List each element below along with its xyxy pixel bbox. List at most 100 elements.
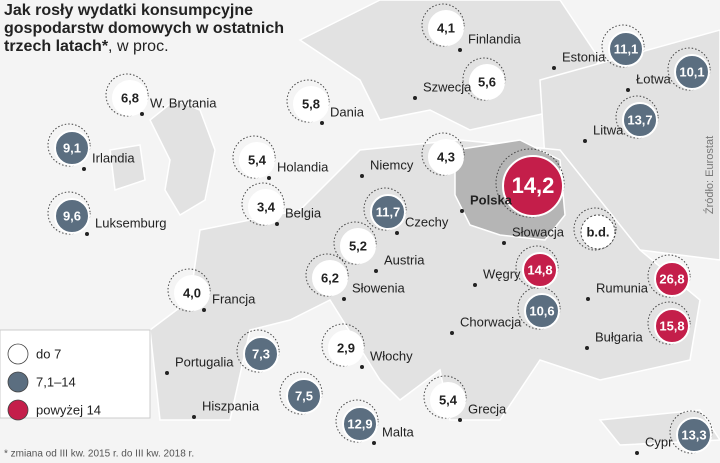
country-label: Łotwa (636, 71, 671, 86)
pointer-dot (450, 331, 454, 335)
marker (54, 198, 90, 234)
country-label: Irlandia (92, 150, 135, 165)
marker-ring (321, 323, 365, 367)
marker (608, 31, 644, 67)
country-label: Estonia (562, 49, 606, 64)
value-label: 5,8 (302, 96, 320, 111)
pointer-dot (413, 96, 417, 100)
marker-ring (462, 57, 506, 101)
marker-ring (601, 24, 645, 68)
marker (239, 142, 275, 178)
title-text: Jak rosły wydatki konsumpcyjne gospodars… (4, 2, 285, 55)
pointer-dot (502, 241, 506, 245)
marker-ring (47, 191, 91, 235)
marker-ring (421, 3, 465, 47)
marker-ring (647, 254, 691, 298)
value-label: 26,8 (659, 271, 684, 286)
pointer-dot (473, 283, 477, 287)
marker-ring (47, 123, 91, 167)
pointer-dot (635, 451, 639, 455)
marker (312, 260, 348, 296)
subtitle: , w proc. (108, 38, 169, 55)
country-label: Węgry (483, 266, 521, 281)
marker-ring (423, 375, 467, 419)
legend-swatch (7, 399, 29, 421)
marker-ring (495, 148, 565, 218)
marker (174, 275, 210, 311)
marker (676, 417, 712, 453)
marker (328, 330, 364, 366)
country-label: Holandia (277, 159, 329, 174)
marker (674, 54, 710, 90)
marker (340, 228, 376, 264)
value-label: 14,2 (512, 173, 555, 198)
value-label: 11,1 (614, 41, 639, 56)
marker-ring (335, 399, 379, 443)
value-label: 5,4 (248, 152, 267, 167)
marker-ring (667, 47, 711, 91)
pointer-dot (585, 346, 589, 350)
pointer-dot (360, 365, 364, 369)
value-label: 2,9 (337, 340, 355, 355)
marker-ring (105, 73, 149, 117)
legend-label: do 7 (36, 346, 61, 361)
value-label: 10,6 (529, 303, 554, 318)
source: Źródło: Eurostat (703, 136, 716, 214)
pointer-dot (458, 48, 462, 52)
pointer-dot (372, 441, 376, 445)
country-label: Niemcy (370, 157, 414, 172)
marker (622, 102, 658, 138)
legend-swatch (7, 343, 29, 365)
pointer-dot (583, 139, 587, 143)
marker-ring (241, 182, 285, 226)
pointer-dot (458, 418, 462, 422)
value-label: 5,6 (478, 74, 496, 89)
pointer-dot (267, 176, 271, 180)
pointer-dot (374, 269, 378, 273)
value-label: 6,8 (121, 90, 139, 105)
value-label: 9,1 (63, 140, 81, 155)
marker (502, 155, 564, 217)
pointer-dot (626, 88, 630, 92)
marker (430, 382, 466, 418)
value-label: 7,3 (252, 346, 270, 361)
country-label: Bułgaria (595, 329, 643, 344)
marker-ring (515, 245, 559, 289)
value-label: 3,4 (257, 199, 276, 214)
country-label: Dania (330, 104, 365, 119)
pointer-dot (586, 297, 590, 301)
marker-ring (236, 329, 280, 373)
value-label: 12,9 (347, 416, 372, 431)
marker-ring (279, 371, 323, 415)
legend-swatch (7, 371, 29, 393)
country-label: Finlandia (468, 31, 522, 46)
pointer-dot (192, 415, 196, 419)
marker (342, 406, 378, 442)
country-label: Szwecja (423, 79, 472, 94)
country-label: Słowacja (512, 224, 565, 239)
marker (428, 10, 464, 46)
legend-label: powyżej 14 (36, 402, 101, 417)
country-label: Hiszpania (202, 398, 260, 413)
marker (293, 86, 329, 122)
marker (112, 80, 148, 116)
country-label: Czechy (405, 214, 449, 229)
value-label: 5,4 (439, 392, 458, 407)
pointer-dot (360, 174, 364, 178)
value-label: 7,5 (295, 388, 313, 403)
pointer-dot (460, 209, 464, 213)
marker-ring (421, 132, 465, 176)
value-label: 15,8 (659, 318, 684, 333)
country-label: Portugalia (175, 354, 234, 369)
value-label: 14,8 (527, 262, 552, 277)
marker-ring (363, 187, 407, 231)
value-label: 11,7 (376, 204, 401, 219)
marker-ring (333, 221, 377, 265)
marker-ring (647, 301, 691, 345)
marker-ring (573, 207, 617, 251)
marker (522, 252, 558, 288)
marker (54, 130, 90, 166)
value-label: 10,1 (679, 64, 704, 79)
marker-ring (669, 410, 713, 454)
